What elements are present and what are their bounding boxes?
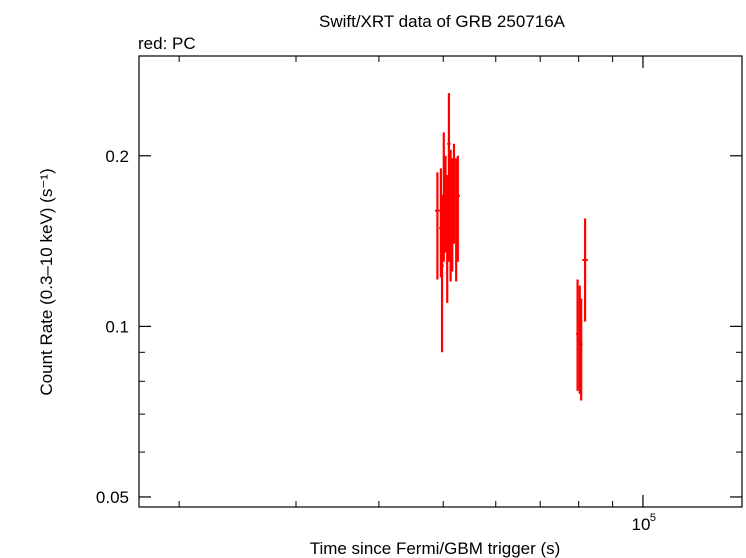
major-ticks — [139, 56, 742, 507]
x-axis-label: Time since Fermi/GBM trigger (s) — [310, 539, 561, 558]
x-tick-label-exponent: 5 — [650, 512, 656, 524]
y-tick-label: 0.2 — [105, 147, 129, 166]
data-point — [576, 279, 580, 391]
data-point — [440, 195, 444, 353]
data-point — [579, 298, 583, 401]
data-point — [447, 93, 451, 262]
data-point — [582, 218, 588, 322]
y-axis-label: Count Rate (0.3–10 keV) (s⁻¹) — [37, 168, 56, 395]
tick-labels: 10 5 0.05 0.1 0.2 — [96, 147, 656, 534]
chart-subtitle: red: PC — [138, 34, 196, 53]
minor-ticks — [139, 56, 742, 507]
y-tick-label: 0.1 — [105, 317, 129, 336]
data-point — [435, 172, 440, 280]
y-tick-label: 0.05 — [96, 488, 129, 507]
chart-title: Swift/XRT data of GRB 250716A — [319, 12, 566, 31]
data-point — [452, 143, 456, 244]
plot-frame — [138, 55, 743, 508]
data-points — [435, 93, 588, 401]
data-point — [456, 155, 461, 262]
x-tick-label: 10 — [632, 515, 651, 534]
